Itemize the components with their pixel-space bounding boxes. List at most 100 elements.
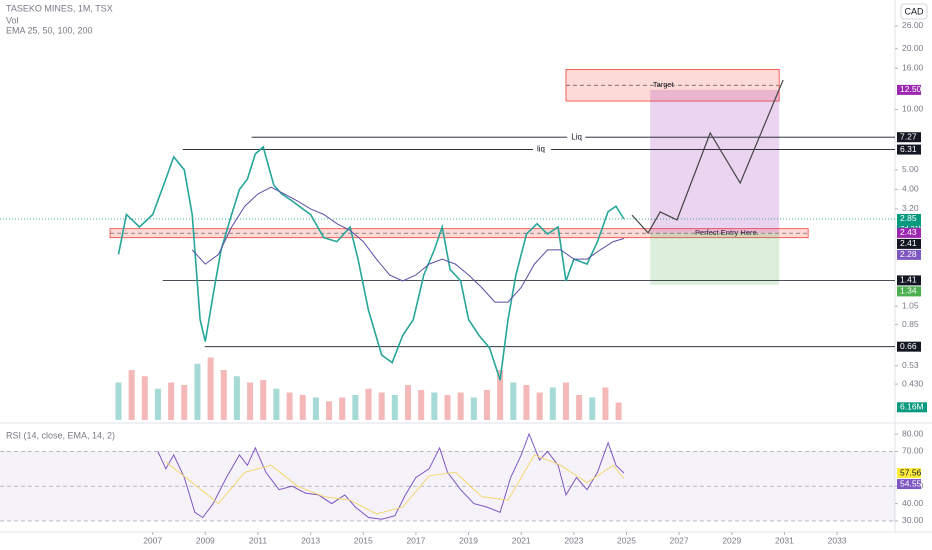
y-tick-label: 0.85 bbox=[902, 319, 919, 329]
price-tag-label: 2.43 bbox=[900, 227, 917, 237]
price-tag-label: 2.41 bbox=[900, 238, 917, 248]
price-tag-label: 6.31 bbox=[900, 144, 917, 154]
annotation: Target bbox=[653, 80, 675, 89]
volume-bar bbox=[207, 357, 214, 420]
y-tick-label: 80.00 bbox=[902, 428, 924, 438]
currency[interactable]: CAD bbox=[904, 6, 924, 16]
volume-bar bbox=[470, 397, 477, 420]
x-tick-label: 2033 bbox=[828, 535, 847, 545]
y-tick-label: 0.53 bbox=[902, 360, 919, 370]
volume-bar bbox=[576, 395, 583, 420]
ema-legend: EMA 25, 50, 100, 200 bbox=[6, 25, 93, 35]
volume-bar bbox=[405, 385, 412, 420]
y-tick-label: 3.20 bbox=[902, 203, 919, 213]
ema-line bbox=[191, 186, 625, 303]
volume-bar bbox=[154, 388, 161, 420]
volume-bar bbox=[286, 392, 293, 420]
volume-bar bbox=[391, 395, 398, 420]
volume-bar bbox=[418, 390, 425, 420]
volume-bar bbox=[273, 388, 280, 420]
y-tick-label: 16.00 bbox=[902, 63, 924, 73]
x-tick-label: 2009 bbox=[196, 535, 215, 545]
y-tick-label: 40.00 bbox=[902, 498, 924, 508]
y-tick-label: 10.00 bbox=[902, 104, 924, 114]
volume-bar bbox=[523, 385, 530, 420]
price-tag bbox=[897, 238, 921, 249]
volume-bar bbox=[497, 370, 504, 420]
y-tick-label: 4.00 bbox=[902, 184, 919, 194]
y-tick-label: 70.00 bbox=[902, 446, 924, 456]
annotation-bg bbox=[533, 144, 551, 155]
y-tick-label: 20.00 bbox=[902, 43, 924, 53]
price-tag bbox=[897, 132, 921, 143]
price-tag bbox=[897, 286, 921, 297]
x-tick-label: 2011 bbox=[249, 535, 268, 545]
price-tag bbox=[897, 144, 921, 155]
volume-bar bbox=[378, 392, 385, 420]
price-tag bbox=[897, 479, 921, 490]
rsi-title: RSI (14, close, EMA, 14, 2) bbox=[6, 430, 115, 440]
volume-bar bbox=[457, 392, 464, 420]
volume-bar bbox=[194, 363, 201, 420]
x-tick-label: 2017 bbox=[406, 535, 425, 545]
volume-bar bbox=[431, 392, 438, 420]
x-tick-label: 2023 bbox=[564, 535, 583, 545]
price-tag-label: 12.50 bbox=[900, 84, 922, 94]
volume-bar bbox=[562, 382, 569, 420]
volume-bar bbox=[247, 382, 254, 420]
volume-bar bbox=[181, 385, 188, 420]
volume-bar bbox=[602, 387, 609, 420]
volume-bar bbox=[326, 401, 333, 420]
symbol: TASEKO MINES, 1M, TSX bbox=[6, 3, 113, 13]
annotation: liq bbox=[537, 145, 545, 154]
volume-bar bbox=[141, 376, 148, 420]
volume-bar bbox=[483, 390, 490, 420]
volume-bar bbox=[615, 402, 622, 420]
y-tick-label: 5.00 bbox=[902, 164, 919, 174]
price-tag-label: 1.34 bbox=[900, 286, 917, 296]
price-tag bbox=[897, 227, 921, 238]
x-tick-label: 2013 bbox=[301, 535, 320, 545]
x-tick-label: 2027 bbox=[670, 535, 689, 545]
volume-bar bbox=[510, 382, 517, 420]
x-tick-label: 2031 bbox=[775, 535, 794, 545]
volume-bar bbox=[549, 387, 556, 420]
price-tag bbox=[897, 249, 921, 260]
volume-bar bbox=[365, 388, 372, 420]
volume-bar bbox=[589, 397, 596, 420]
price-tag bbox=[897, 402, 927, 413]
price-tag-label: 0.66 bbox=[900, 341, 917, 351]
projection-path bbox=[631, 79, 784, 234]
zone bbox=[650, 232, 780, 285]
y-tick-label: 30.00 bbox=[902, 515, 924, 525]
volume-bar bbox=[444, 395, 451, 420]
price-line bbox=[117, 145, 625, 381]
volume-legend: Vol bbox=[6, 15, 19, 25]
price-tag-label: 2.85 bbox=[900, 213, 917, 223]
price-tag-label: 54.55 bbox=[900, 478, 922, 488]
rsi-ma-line bbox=[165, 454, 625, 515]
currency-box[interactable] bbox=[900, 3, 928, 20]
volume-bar bbox=[536, 392, 543, 420]
volume-bar bbox=[220, 370, 227, 420]
volume-bar bbox=[128, 370, 135, 420]
volume-bar bbox=[312, 397, 319, 420]
volume-bar bbox=[233, 376, 240, 420]
price-tag-label: 7.27 bbox=[900, 131, 917, 141]
volume-bar bbox=[115, 382, 122, 420]
volume-bar bbox=[352, 395, 359, 420]
volume-bar bbox=[168, 382, 175, 420]
volume-bar bbox=[260, 380, 267, 420]
volume-bar bbox=[339, 397, 346, 420]
x-tick-label: 2021 bbox=[512, 535, 531, 545]
price-tag-label: 6.16M bbox=[900, 402, 924, 412]
annotation: Liq bbox=[571, 132, 582, 141]
price-tag bbox=[897, 468, 921, 479]
x-tick-label: 2025 bbox=[617, 535, 636, 545]
volume-bar bbox=[299, 395, 306, 420]
x-tick-label: 2019 bbox=[459, 535, 478, 545]
price-tag bbox=[897, 275, 921, 286]
price-tag bbox=[897, 341, 921, 352]
